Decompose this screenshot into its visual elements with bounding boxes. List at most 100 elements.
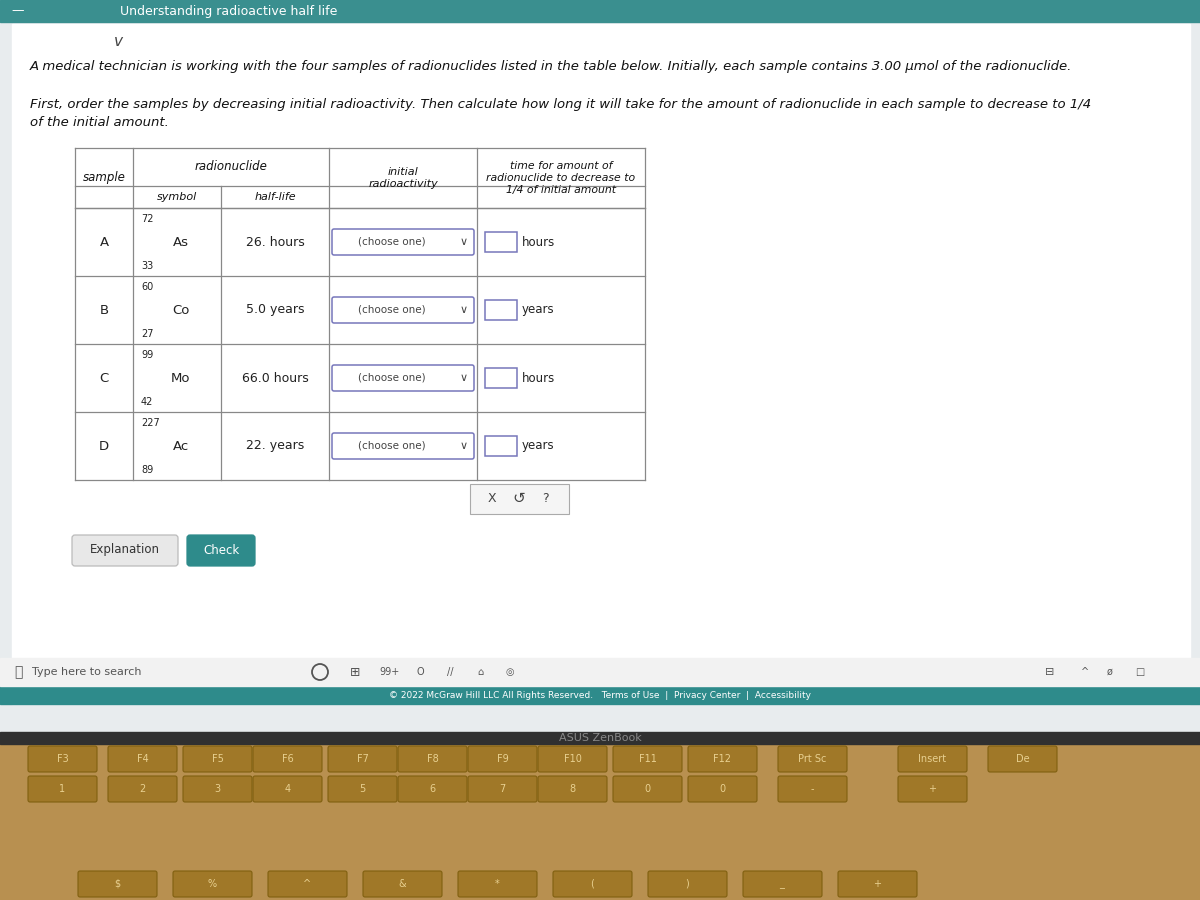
FancyBboxPatch shape [778,746,847,772]
Text: F9: F9 [497,754,509,764]
Text: 7: 7 [499,784,505,794]
Text: Co: Co [173,303,190,317]
Text: ⊟: ⊟ [1045,667,1055,677]
Text: ^: ^ [1081,667,1090,677]
Bar [0,732,1200,744]
Text: ø: ø [1108,667,1112,677]
Text: As: As [173,236,190,248]
Bar [485,436,517,456]
FancyBboxPatch shape [173,871,252,897]
Text: ∨: ∨ [460,373,468,383]
FancyBboxPatch shape [468,746,538,772]
FancyBboxPatch shape [28,776,97,802]
Text: 26. hours: 26. hours [246,236,305,248]
Text: Prt Sc: Prt Sc [798,754,827,764]
FancyBboxPatch shape [332,433,474,459]
Text: ^: ^ [302,879,311,889]
Text: 72: 72 [142,214,154,224]
FancyBboxPatch shape [470,484,569,514]
FancyBboxPatch shape [648,871,727,897]
Text: 89: 89 [142,465,154,475]
Text: _: _ [780,879,785,889]
Text: 60: 60 [142,282,154,292]
FancyBboxPatch shape [108,776,178,802]
Text: 42: 42 [142,397,154,407]
FancyBboxPatch shape [398,746,467,772]
Text: First, order the samples by decreasing initial radioactivity. Then calculate how: First, order the samples by decreasing i… [30,98,1091,111]
FancyBboxPatch shape [613,746,682,772]
Text: ?: ? [541,491,548,505]
Text: //: // [446,667,454,677]
Text: *: * [494,879,499,889]
Text: 1: 1 [60,784,66,794]
FancyBboxPatch shape [328,776,397,802]
Text: 99+: 99+ [380,667,400,677]
Text: ASUS ZenBook: ASUS ZenBook [559,733,641,743]
Bar [0,744,1200,900]
FancyBboxPatch shape [838,871,917,897]
Text: Insert: Insert [918,754,947,764]
Text: 4: 4 [284,784,290,794]
Text: F10: F10 [564,754,582,764]
FancyBboxPatch shape [182,776,252,802]
Text: —: — [12,4,24,17]
Text: 5: 5 [359,784,366,794]
FancyBboxPatch shape [187,535,256,566]
Bar [0,0,1200,732]
FancyBboxPatch shape [268,871,347,897]
FancyBboxPatch shape [553,871,632,897]
FancyBboxPatch shape [253,746,322,772]
Text: hours: hours [522,372,556,384]
FancyBboxPatch shape [332,365,474,391]
Text: F11: F11 [638,754,656,764]
FancyBboxPatch shape [328,746,397,772]
Text: time for amount of
radionuclide to decrease to
1/4 of initial amount: time for amount of radionuclide to decre… [486,160,636,195]
Bar [12,24,1190,704]
Text: +: + [874,879,881,889]
FancyBboxPatch shape [253,776,322,802]
Text: 0: 0 [720,784,726,794]
Text: 33: 33 [142,261,154,271]
Text: □: □ [1135,667,1145,677]
Text: +: + [929,784,936,794]
FancyBboxPatch shape [613,776,682,802]
Text: years: years [522,303,554,317]
Text: ∨: ∨ [460,441,468,451]
Text: O: O [416,667,424,677]
Text: De: De [1015,754,1030,764]
Text: 3: 3 [215,784,221,794]
Text: hours: hours [522,236,556,248]
Text: Explanation: Explanation [90,544,160,556]
Text: C: C [100,372,109,384]
Bar [485,368,517,388]
Text: ⌂: ⌂ [476,667,484,677]
Text: 27: 27 [142,329,154,339]
Text: Understanding radioactive half life: Understanding radioactive half life [120,4,337,17]
FancyBboxPatch shape [988,746,1057,772]
FancyBboxPatch shape [688,746,757,772]
Text: %: % [208,879,216,889]
FancyBboxPatch shape [398,776,467,802]
Text: (: ( [590,879,594,889]
Text: $: $ [114,879,120,889]
Text: 6: 6 [430,784,436,794]
FancyBboxPatch shape [898,746,967,772]
Text: (choose one): (choose one) [358,305,426,315]
Text: © 2022 McGraw Hill LLC All Rights Reserved.   Terms of Use  |  Privacy Center  |: © 2022 McGraw Hill LLC All Rights Reserv… [389,690,811,699]
Text: B: B [100,303,108,317]
Text: X: X [487,491,497,505]
Text: years: years [522,439,554,453]
Text: Mo: Mo [172,372,191,384]
Bar [0,686,1200,704]
Text: (choose one): (choose one) [358,441,426,451]
Text: F6: F6 [282,754,293,764]
FancyBboxPatch shape [898,776,967,802]
FancyBboxPatch shape [108,746,178,772]
Text: sample: sample [83,172,126,184]
Text: ): ) [685,879,689,889]
Text: of the initial amount.: of the initial amount. [30,116,169,129]
Text: v: v [114,34,122,50]
Text: A medical technician is working with the four samples of radionuclides listed in: A medical technician is working with the… [30,60,1073,73]
Text: radionuclide: radionuclide [194,160,268,174]
FancyBboxPatch shape [538,746,607,772]
